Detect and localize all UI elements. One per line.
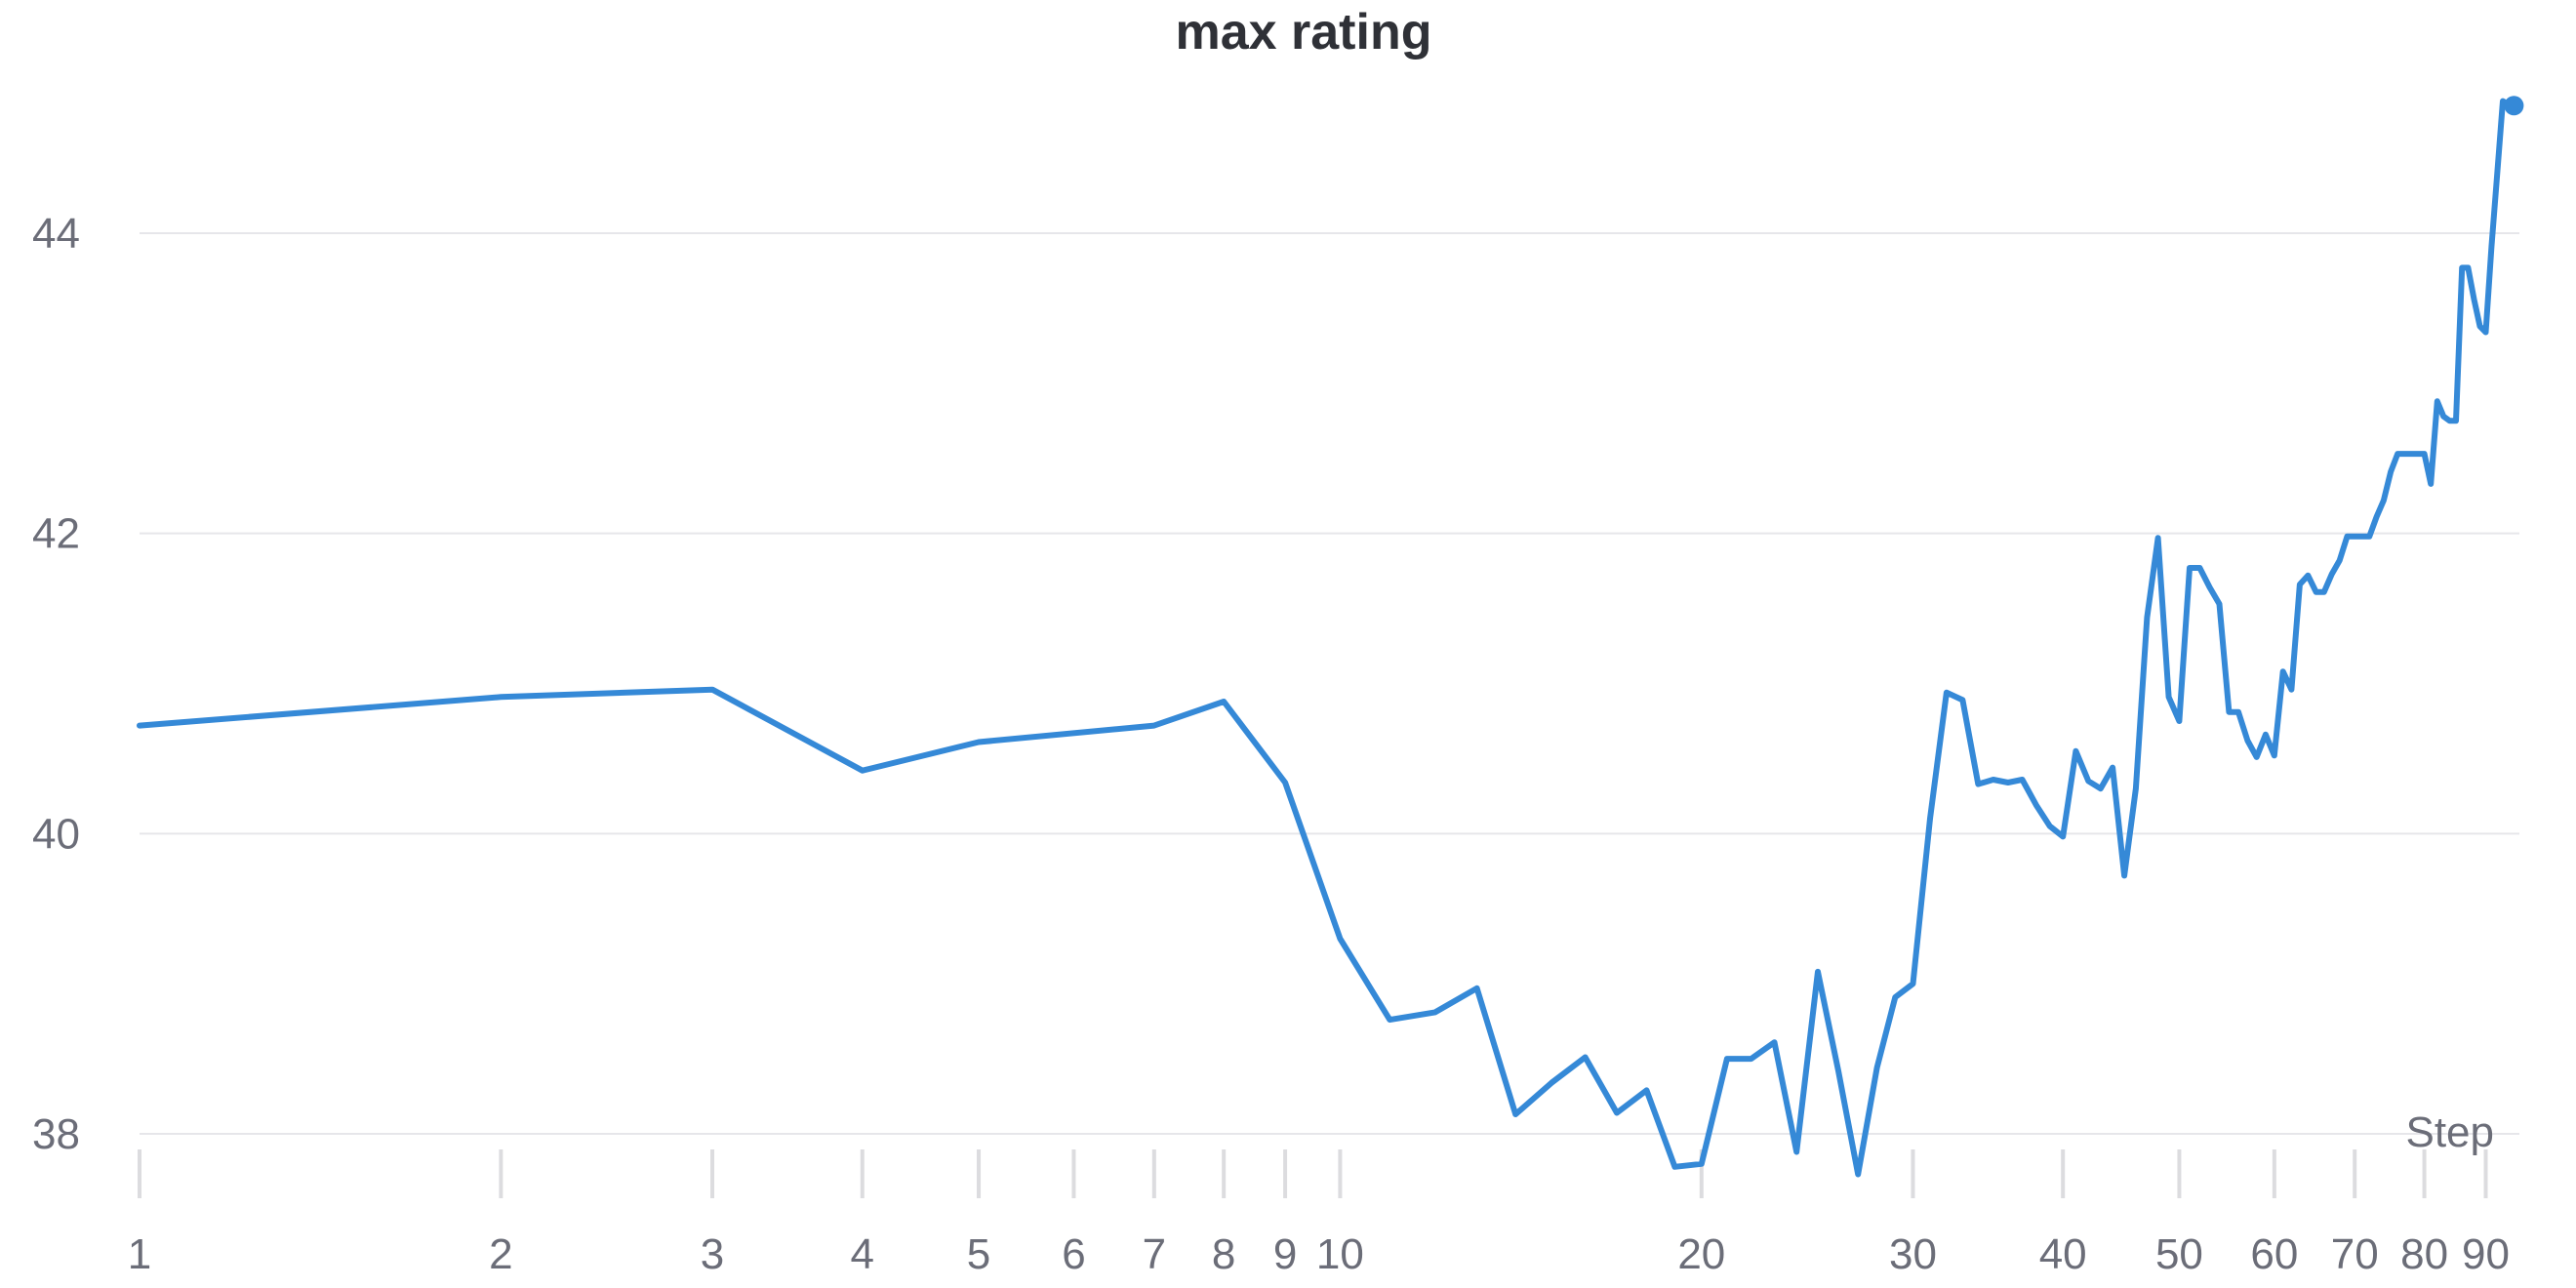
x-tick-label: 8 bbox=[1212, 1230, 1235, 1278]
x-tick-label: 50 bbox=[2155, 1230, 2203, 1278]
series-layer bbox=[137, 96, 2524, 1178]
x-tick-label: 4 bbox=[851, 1230, 874, 1278]
y-grid bbox=[140, 232, 2519, 1135]
x-tick-label: 7 bbox=[1143, 1230, 1166, 1278]
x-tick-label: 60 bbox=[2250, 1230, 2298, 1278]
y-tick-label: 40 bbox=[32, 810, 80, 858]
x-tick-label: 30 bbox=[1889, 1230, 1937, 1278]
x-tick-label: 20 bbox=[1677, 1230, 1725, 1278]
y-tick-label: 38 bbox=[32, 1110, 80, 1158]
x-tick-label: 90 bbox=[2462, 1230, 2510, 1278]
x-tick-label: 9 bbox=[1273, 1230, 1297, 1278]
chart-title: max rating bbox=[1176, 4, 1432, 60]
x-tick-label: 80 bbox=[2400, 1230, 2448, 1278]
x-tick-label: 6 bbox=[1062, 1230, 1085, 1278]
x-tick-label: 40 bbox=[2039, 1230, 2087, 1278]
y-axis: 38 40 42 44 bbox=[32, 210, 80, 1158]
x-tick-label: 70 bbox=[2331, 1230, 2379, 1278]
y-tick-label: 44 bbox=[32, 210, 80, 258]
x-tick-label: 1 bbox=[128, 1230, 151, 1278]
y-tick-label: 42 bbox=[32, 510, 80, 558]
series-line bbox=[137, 98, 2517, 1178]
x-tick-label: 10 bbox=[1316, 1230, 1364, 1278]
series-end-marker bbox=[2504, 96, 2524, 116]
x-tick-label: 2 bbox=[489, 1230, 512, 1278]
x-axis: 1 2 3 4 5 6 7 8 9 10 20 30 40 50 60 70 80 90 bbox=[128, 1149, 2510, 1278]
x-tick-label: 5 bbox=[967, 1230, 990, 1278]
x-tick-label: 3 bbox=[701, 1230, 724, 1278]
x-axis-label: Step bbox=[2405, 1108, 2494, 1156]
